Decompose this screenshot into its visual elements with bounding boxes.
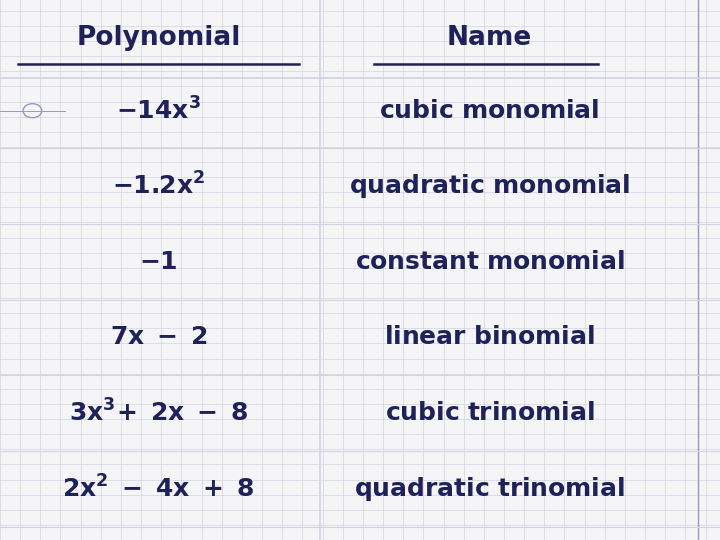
Text: $\bf{3x^3\!+\ 2x\ -\ 8}$: $\bf{3x^3\!+\ 2x\ -\ 8}$: [68, 400, 248, 427]
Text: $\bf{quadratic\ trinomial}$: $\bf{quadratic\ trinomial}$: [354, 475, 625, 503]
Text: $\bf{cubic\ monomial}$: $\bf{cubic\ monomial}$: [379, 99, 600, 123]
Text: $\bf{-1.2x^2}$: $\bf{-1.2x^2}$: [112, 173, 205, 200]
Text: $\bf{constant\ monomial}$: $\bf{constant\ monomial}$: [355, 250, 624, 274]
Text: Name: Name: [447, 25, 532, 51]
Text: $\bf{-14x^3}$: $\bf{-14x^3}$: [116, 97, 201, 124]
Text: Polynomial: Polynomial: [76, 25, 240, 51]
Text: $\bf{cubic\ trinomial}$: $\bf{cubic\ trinomial}$: [384, 401, 595, 425]
Text: $\bf{7x\ -\ 2}$: $\bf{7x\ -\ 2}$: [109, 326, 207, 349]
Text: $\bf{linear\ binomial}$: $\bf{linear\ binomial}$: [384, 326, 595, 349]
Text: $\bf{2x^2\ -\ 4x\ +\ 8}$: $\bf{2x^2\ -\ 4x\ +\ 8}$: [63, 475, 254, 502]
Text: $\bf{-1}$: $\bf{-1}$: [139, 250, 178, 274]
Text: $\bf{quadratic\ monomial}$: $\bf{quadratic\ monomial}$: [349, 172, 630, 200]
